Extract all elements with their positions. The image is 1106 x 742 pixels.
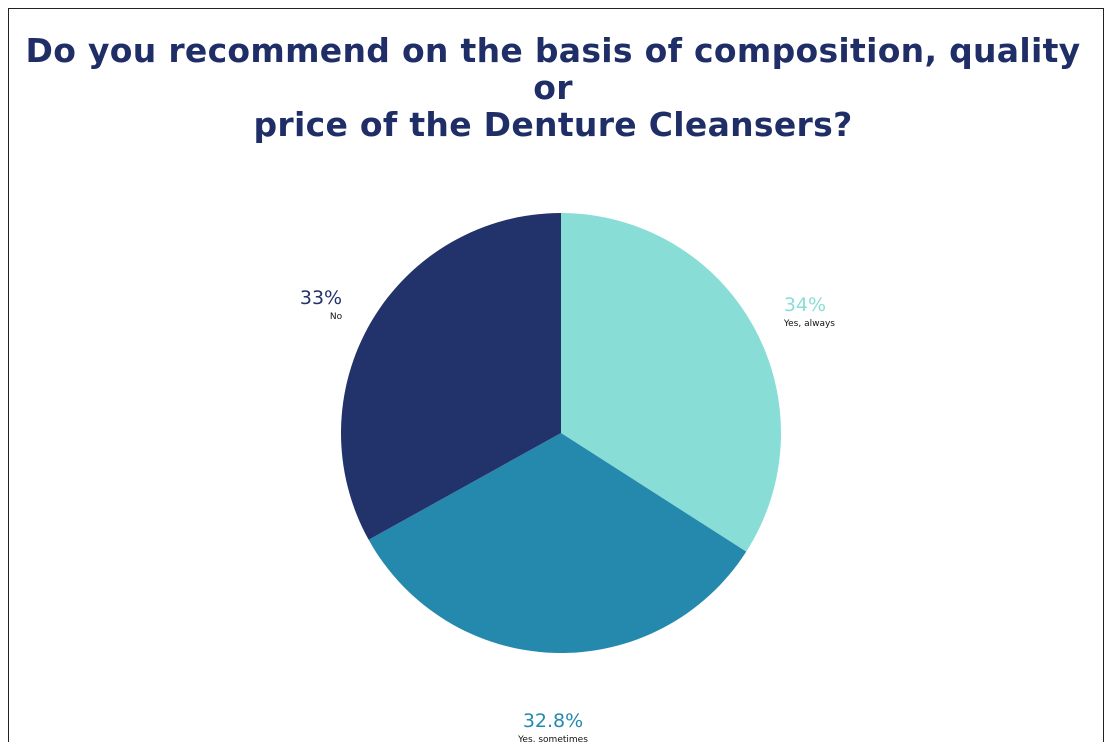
data-label-category-yes-sometimes: Yes, sometimes xyxy=(517,735,588,742)
data-label-value-yes-always: 34% xyxy=(784,294,826,316)
chart-title: Do you recommend on the basis of composi… xyxy=(0,32,1106,143)
data-label-value-no: 33% xyxy=(300,287,342,309)
data-label-value-yes-sometimes: 32.8% xyxy=(523,710,583,732)
pie-slice-yes-sometimes xyxy=(368,433,747,653)
data-label-category-yes-always: Yes, always xyxy=(783,319,835,329)
pie-labels: 34% Yes, always 32.8% Yes, sometimes 33% No xyxy=(300,287,835,742)
chart-title-line-1: Do you recommend on the basis of composi… xyxy=(25,31,1081,107)
data-label-category-no: No xyxy=(330,312,343,322)
pie-slice-yes-always xyxy=(561,213,781,552)
pie-slices xyxy=(341,213,781,653)
chart-title-line-2: price of the Denture Cleansers? xyxy=(253,105,853,144)
pie-slice-no xyxy=(341,213,561,540)
